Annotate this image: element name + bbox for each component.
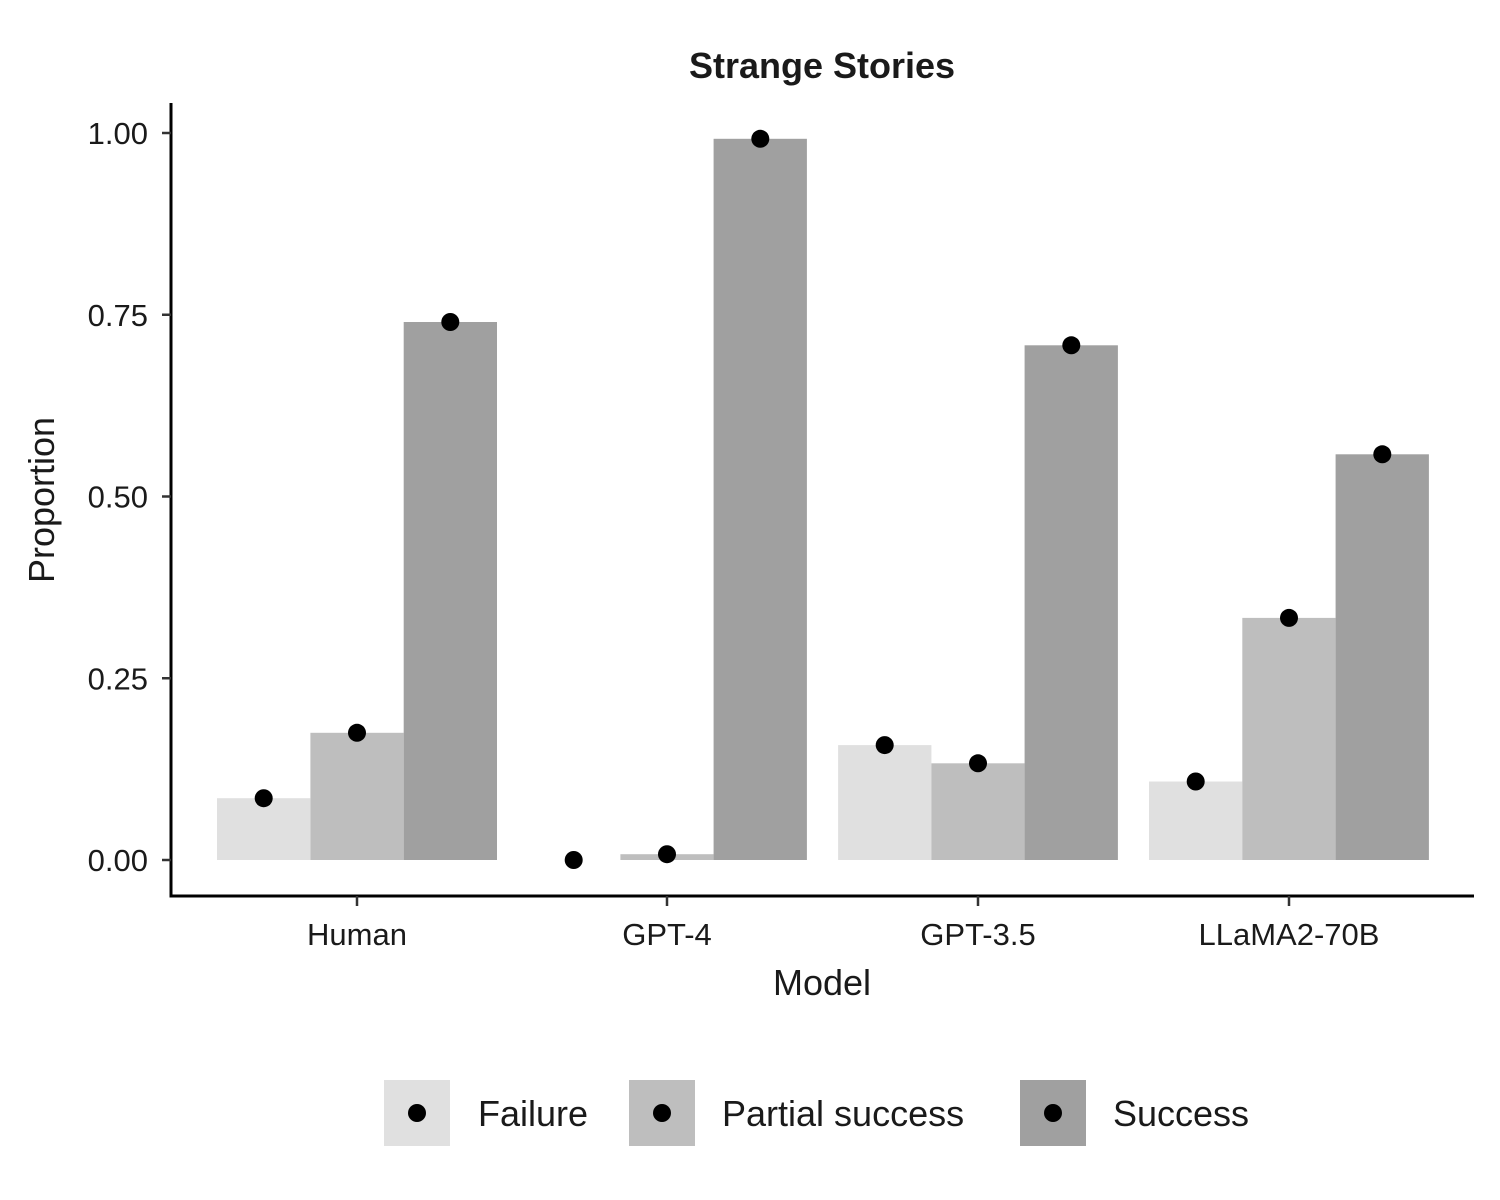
- point-0-0: [254, 789, 273, 808]
- legend: Failure Partial success Success: [384, 1080, 1249, 1146]
- bar-2-2: [1024, 345, 1118, 860]
- point-3-0: [1186, 772, 1205, 791]
- y-tick-label: 0.00: [88, 843, 148, 878]
- legend-label-0: Failure: [478, 1093, 588, 1134]
- y-tick-label: 0.50: [88, 480, 148, 515]
- bar-0-2: [403, 322, 497, 860]
- bars-group: [217, 138, 1429, 861]
- legend-label-1: Partial success: [722, 1093, 964, 1134]
- bar-3-0: [1149, 781, 1243, 860]
- x-axis-title: Model: [773, 962, 871, 1003]
- bar-1-2: [713, 138, 807, 861]
- bar-2-1: [931, 763, 1025, 860]
- y-tick-label: 1.00: [88, 116, 148, 151]
- x-axis-ticks: Human GPT-4 GPT-3.5 LLaMA2-70B: [307, 896, 1379, 952]
- y-tick-label: 0.25: [88, 661, 148, 696]
- legend-marker-2: [1044, 1104, 1062, 1122]
- point-2-0: [875, 736, 894, 755]
- bar-0-1: [310, 732, 404, 860]
- point-0-2: [441, 313, 460, 331]
- legend-marker-0: [408, 1104, 426, 1122]
- x-tick-label: GPT-4: [622, 917, 712, 952]
- y-axis-title: Proportion: [21, 417, 62, 583]
- bar-2-0: [838, 745, 932, 860]
- point-2-2: [1062, 336, 1081, 355]
- point-2-1: [969, 754, 987, 773]
- bar-0-0: [217, 798, 311, 860]
- chart-title: Strange Stories: [689, 45, 955, 86]
- x-tick-label: GPT-3.5: [920, 917, 1035, 952]
- legend-label-2: Success: [1113, 1093, 1249, 1134]
- point-1-1: [658, 845, 676, 864]
- point-1-0: [564, 851, 583, 869]
- x-tick-label: LLaMA2-70B: [1199, 917, 1380, 952]
- points-group: [254, 129, 1392, 869]
- y-tick-label: 0.75: [88, 298, 148, 333]
- point-1-2: [751, 129, 770, 148]
- bar-3-2: [1335, 454, 1429, 860]
- bar-3-1: [1242, 617, 1336, 860]
- legend-marker-1: [653, 1104, 671, 1122]
- point-0-1: [348, 723, 366, 742]
- point-3-1: [1280, 608, 1298, 627]
- y-axis-ticks: 0.00 0.25 0.50 0.75 1.00: [88, 116, 171, 878]
- point-3-2: [1373, 445, 1392, 464]
- x-tick-label: Human: [307, 917, 407, 952]
